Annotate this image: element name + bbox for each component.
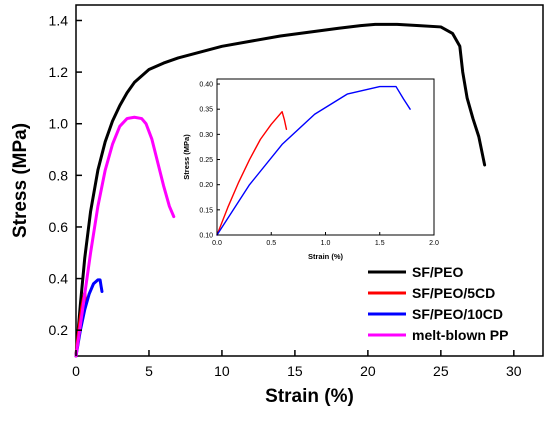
main-x-tick-label-3: 15 <box>287 363 303 379</box>
main-x-tick-label-2: 10 <box>214 363 230 379</box>
inset-x-tick-label-1: 0.5 <box>266 240 276 247</box>
main-y-tick-label-1: 0.4 <box>49 271 69 287</box>
inset-series-line-0 <box>216 111 288 236</box>
inset-x-tick-label-3: 1.5 <box>375 240 385 247</box>
main-series-line-0 <box>74 22 487 358</box>
inset-y-tick-label-2: 0.20 <box>199 182 213 189</box>
main-x-tick-label-6: 30 <box>506 363 522 379</box>
inset-x-axis-title: Strain (%) <box>308 252 344 261</box>
main-x-tick-label-4: 20 <box>360 363 376 379</box>
inset-series-line-1 <box>216 85 411 236</box>
main-x-axis-title: Strain (%) <box>265 386 354 407</box>
main-plot: 0 5 10 15 20 25 30 0.2 0.4 0.6 0.8 1.0 1.2 1.4 Strain … <box>10 4 544 407</box>
legend-label-0: SF/PEO <box>412 264 463 280</box>
inset-y-tick-label-5: 0.35 <box>199 107 213 114</box>
inset-y-tick-label-0: 0.10 <box>199 233 213 240</box>
main-x-tick-label-5: 25 <box>433 363 449 379</box>
legend-label-2: SF/PEO/10CD <box>412 306 503 322</box>
inset-x-tick-label-2: 1.0 <box>321 240 331 247</box>
inset-y-tick-label-1: 0.15 <box>199 207 213 214</box>
main-y-tick-label-4: 1.0 <box>49 116 69 132</box>
main-y-tick-label-6: 1.4 <box>49 12 69 28</box>
main-series-line-3 <box>74 115 176 358</box>
main-y-axis-title: Stress (MPa) <box>10 123 31 238</box>
main-y-tick-label-3: 0.8 <box>49 167 69 183</box>
legend: SF/PEO SF/PEO/5CD SF/PEO/10CD melt-blown PP <box>368 264 508 343</box>
inset-y-tick-label-3: 0.25 <box>199 157 213 164</box>
main-y-tick-label-0: 0.2 <box>49 322 69 338</box>
main-y-tick-label-5: 1.2 <box>49 64 69 80</box>
inset-y-axis-title: Stress (MPa) <box>182 134 191 180</box>
inset-plot: 0.0 0.5 1.0 1.5 2.0 0.10 0.15 0.20 0.25 0.30 0.35 0… <box>182 78 439 261</box>
inset-x-tick-label-0: 0.0 <box>212 240 222 247</box>
legend-label-1: SF/PEO/5CD <box>412 285 495 301</box>
inset-x-tick-label-4: 2.0 <box>429 240 439 247</box>
main-x-tick-label-1: 5 <box>145 363 153 379</box>
main-x-tick-label-0: 0 <box>72 363 80 379</box>
legend-label-3: melt-blown PP <box>412 327 508 343</box>
inset-y-tick-label-6: 0.40 <box>199 82 213 89</box>
main-y-tick-label-2: 0.6 <box>49 219 69 235</box>
inset-frame <box>216 78 435 236</box>
inset-y-tick-label-4: 0.30 <box>199 132 213 139</box>
